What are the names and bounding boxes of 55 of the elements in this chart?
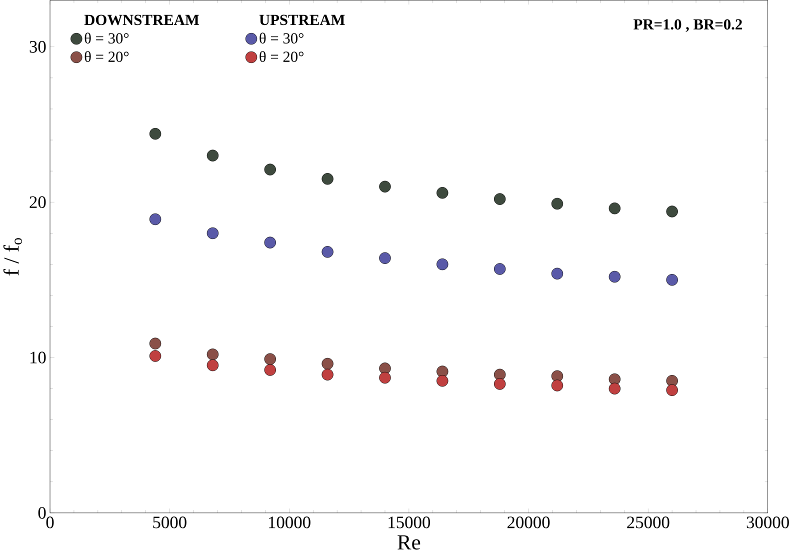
legend-label: θ = 20° <box>84 51 129 62</box>
y-tick-label: 30 <box>30 40 46 53</box>
point <box>322 173 334 185</box>
point <box>551 268 564 280</box>
point <box>494 378 506 390</box>
point <box>206 227 219 240</box>
point <box>436 366 448 378</box>
point <box>264 236 276 248</box>
point <box>149 213 162 226</box>
x-tick-label: 5000 <box>153 516 186 528</box>
point <box>666 384 678 396</box>
point <box>608 382 621 394</box>
x-tick-label: 15000 <box>388 516 430 528</box>
point <box>149 128 162 140</box>
annotation: PR=1.0 , BR=0.2 <box>634 19 742 32</box>
point <box>379 180 391 192</box>
annotation: DOWNSTREAM <box>84 14 200 26</box>
point <box>379 372 391 384</box>
point <box>666 206 678 218</box>
point <box>206 359 219 372</box>
point <box>322 246 334 258</box>
point <box>149 350 162 362</box>
x-tick-label: 25000 <box>627 516 670 528</box>
y-tick-label: 10 <box>30 352 46 364</box>
point <box>379 252 391 264</box>
point <box>494 263 506 275</box>
point <box>551 198 564 210</box>
x-tick-label: 20000 <box>508 516 550 528</box>
point <box>264 353 276 365</box>
x-tick-label: 10000 <box>269 516 310 528</box>
point <box>551 380 564 392</box>
point <box>149 338 162 350</box>
point <box>666 274 678 286</box>
legend-label: θ = 30° <box>84 32 129 44</box>
point <box>436 258 448 270</box>
point <box>206 150 219 162</box>
point <box>264 164 276 176</box>
y-tick-label: 0 <box>38 506 46 519</box>
annotation: UPSTREAM <box>259 14 345 26</box>
legend-label: θ = 30° <box>260 32 304 44</box>
y-tick-label: 20 <box>30 196 46 208</box>
point <box>436 374 448 387</box>
point <box>436 186 448 199</box>
point <box>494 193 506 205</box>
point <box>206 348 219 360</box>
legend-label: θ = 20° <box>260 51 304 62</box>
point <box>322 368 334 380</box>
point <box>608 270 621 283</box>
point <box>264 364 276 376</box>
x-tick-label: 30000 <box>746 516 789 528</box>
point <box>322 358 334 370</box>
x-tick-label: 0 <box>46 516 54 528</box>
point <box>608 202 621 214</box>
x-axis-title: Re <box>398 535 420 550</box>
y-axis-title: f / f$_{o}$ <box>3 238 22 276</box>
